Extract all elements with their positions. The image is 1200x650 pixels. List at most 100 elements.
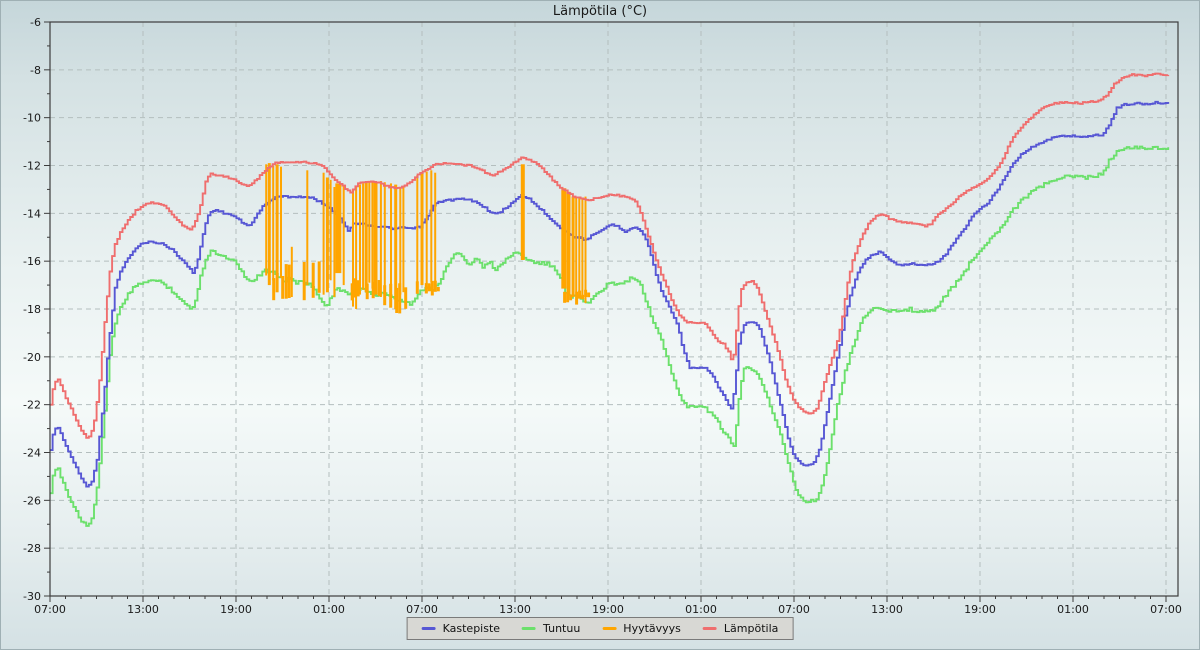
x-tick-label: 01:00 (685, 603, 717, 616)
hyytavyys-spike (373, 182, 378, 295)
hyytavyys-spike (575, 197, 578, 293)
hyytavyys-spike (425, 171, 428, 293)
chart-title: Lämpötila (°C) (552, 4, 648, 19)
y-tick-label: -20 (23, 351, 41, 364)
hyytavyys-spike (306, 170, 309, 286)
hyytavyys-spike (402, 185, 405, 293)
legend-label-kastepiste: Kastepiste (442, 622, 501, 635)
y-tick-label: -26 (23, 494, 41, 507)
hyytavyys-band-segment (302, 262, 306, 301)
plot-border (49, 21, 1179, 597)
hyytavyys-spike (272, 165, 275, 281)
hyytavyys-band-segment (284, 264, 288, 299)
legend-label-tuntuu: Tuntuu (543, 622, 581, 635)
x-tick-label: 07:00 (778, 603, 810, 616)
x-tick-label: 07:00 (406, 603, 438, 616)
hyytavyys-spike (520, 164, 525, 260)
hyytavyys-spike (390, 183, 392, 300)
y-tick-label: -28 (23, 542, 41, 555)
hyytavyys-spike (399, 187, 402, 295)
hyytavyys-band-segment (587, 292, 591, 298)
y-tick-label: -10 (23, 112, 41, 125)
hyytavyys-spike (325, 177, 329, 293)
hyytavyys-spike (368, 182, 371, 283)
hyytavyys-band-segment (311, 262, 315, 298)
y-tick-label: -12 (23, 160, 41, 173)
hyytavyys-spike (329, 179, 332, 281)
hyytavyys-spike (275, 164, 279, 293)
lampotila-line-swatch (702, 627, 717, 630)
hyytavyys-spike (362, 183, 365, 290)
x-tick-label: 01:00 (313, 603, 345, 616)
x-tick-label: 13:00 (871, 603, 903, 616)
hyytavyys-band-segment (430, 280, 434, 296)
hyytavyys-spike (352, 189, 354, 307)
y-tick-label: -6 (30, 16, 41, 29)
hyytavyys-spike (383, 182, 386, 293)
legend-label-hyytavyys: Hyytävyys (623, 622, 681, 635)
legend-item-lampotila: Lämpötila (702, 622, 779, 635)
hyytavyys-spike (420, 172, 424, 286)
hyytavyys-line-swatch (602, 627, 617, 630)
x-tick-label: 19:00 (964, 603, 996, 616)
hyytavyys-spike (342, 184, 345, 286)
y-tick-label: -22 (23, 399, 41, 412)
hyytavyys-band-segment (272, 278, 276, 301)
hyytavyys-band-segment (436, 287, 440, 292)
y-tick-label: -24 (23, 447, 41, 460)
hyytavyys-band-segment (563, 291, 567, 303)
legend-item-tuntuu: Tuntuu (522, 622, 580, 635)
hyytavyys-band-segment (404, 287, 408, 309)
hyytavyys-spike (416, 175, 419, 290)
hyytavyys-spike (578, 196, 581, 297)
series-line-lämpötila (50, 72, 1170, 439)
y-tick-label: -16 (23, 255, 41, 268)
series-line-kastepiste (50, 100, 1170, 488)
hyytavyys-band-segment (427, 283, 431, 292)
tuntuu-line-swatch (522, 627, 537, 630)
hyytavyys-band-segment (317, 261, 321, 293)
hyytavyys-band-segment (281, 276, 285, 299)
hyytavyys-band-segment (383, 285, 387, 306)
hyytavyys-spike (333, 187, 336, 297)
x-tick-label: 07:00 (1150, 603, 1182, 616)
x-tick-label: 19:00 (592, 603, 624, 616)
hyytavyys-band-segment (569, 294, 573, 301)
hyytavyys-band-segment (377, 280, 381, 297)
hyytavyys-spike (571, 196, 575, 297)
x-tick-label: 13:00 (127, 603, 159, 616)
hyytavyys-band-segment (287, 264, 291, 298)
hyytavyys-spike (265, 164, 268, 276)
hyytavyys-band-segment (575, 291, 579, 305)
hyytavyys-spike (379, 181, 382, 297)
hyytavyys-spike (267, 163, 271, 286)
legend-label-lampotila: Lämpötila (723, 622, 779, 635)
hyytavyys-spike (566, 191, 571, 295)
series-line-tuntuu (50, 145, 1170, 527)
hyytavyys-spike (364, 182, 368, 293)
hyytavyys-spike (335, 183, 342, 274)
hyytavyys-band-segment (356, 280, 360, 297)
hyytavyys-spike (280, 166, 282, 278)
hyytavyys-spike (371, 181, 374, 289)
hyytavyys-spike (355, 187, 358, 309)
hyytavyys-spike (290, 246, 293, 297)
hyytavyys-spike (394, 184, 398, 309)
x-tick-label: 19:00 (220, 603, 252, 616)
hyytavyys-spike (581, 197, 584, 300)
hyytavyys-spike (561, 188, 567, 289)
hyytavyys-band-segment (371, 281, 375, 299)
hyytavyys-band-segment (398, 283, 402, 314)
y-tick-label: -18 (23, 303, 41, 316)
hyytavyys-spike (430, 170, 433, 283)
hyytavyys-spike (434, 172, 437, 288)
y-tick-label: -30 (23, 590, 41, 603)
x-tick-label: 01:00 (1057, 603, 1089, 616)
chart-legend: Kastepiste Tuntuu Hyytävyys Lämpötila (406, 617, 794, 640)
y-tick-label: -8 (30, 64, 41, 77)
hyytavyys-spike (359, 184, 361, 295)
legend-item-kastepiste: Kastepiste (421, 622, 501, 635)
hyytavyys-band-segment (566, 292, 570, 303)
hyytavyys-spike (584, 196, 587, 303)
